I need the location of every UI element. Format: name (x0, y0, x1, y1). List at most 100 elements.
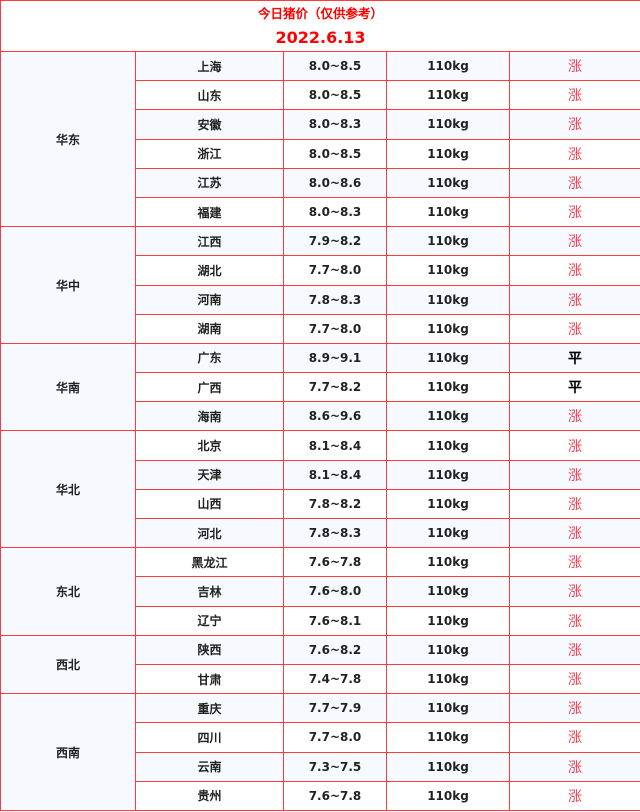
trend-cell: 涨 (509, 284, 640, 315)
price-cell: 8.0~8.5 (283, 50, 387, 82)
province-cell: 云南 (135, 751, 284, 782)
weight-cell: 110kg (386, 226, 510, 257)
trend-cell: 涨 (509, 693, 640, 724)
table-row: 华东 上海 8.0~8.5 110kg 涨 (0, 50, 640, 228)
trend-label: 涨 (568, 234, 582, 251)
region-cell: 华北 (0, 430, 136, 549)
region-cell: 西北 (0, 634, 136, 695)
table-row: 东北 黑龙江 7.6~7.8 110kg 涨 (0, 547, 640, 636)
province-cell: 贵州 (135, 780, 284, 811)
trend-label: 涨 (568, 321, 582, 338)
trend-cell: 涨 (509, 196, 640, 228)
province-cell: 福建 (135, 196, 284, 228)
trend-cell: 涨 (509, 255, 640, 286)
weight-cell: 110kg (386, 693, 510, 724)
trend-label: 涨 (568, 88, 582, 105)
trend-label: 涨 (568, 292, 582, 309)
price-cell: 8.0~8.5 (283, 138, 387, 169)
province-cell: 吉林 (135, 576, 284, 607)
trend-label: 涨 (568, 526, 582, 543)
price-cell: 7.6~8.2 (283, 634, 387, 665)
weight-cell: 110kg (386, 401, 510, 432)
weight-cell: 110kg (386, 576, 510, 607)
region-cell: 华东 (0, 50, 136, 228)
weight-cell: 110kg (386, 663, 510, 695)
trend-label: 涨 (568, 205, 582, 222)
province-cell: 天津 (135, 459, 284, 490)
region-cell: 华南 (0, 342, 136, 432)
table-row: 华中 江西 7.9~8.2 110kg 涨 (0, 226, 640, 344)
weight-cell: 110kg (386, 780, 510, 811)
weight-cell: 110kg (386, 255, 510, 286)
trend-cell: 涨 (509, 80, 640, 111)
table-row: 浙江 8.0~8.5 110kg 涨 (1, 138, 640, 169)
trend-cell: 涨 (509, 109, 640, 140)
province-cell: 湖南 (135, 313, 284, 344)
trend-cell: 涨 (509, 517, 640, 549)
province-cell: 辽宁 (135, 605, 284, 636)
weight-cell: 110kg (386, 109, 510, 140)
region-cell: 东北 (0, 547, 136, 636)
weight-cell: 110kg (386, 722, 510, 753)
province-cell: 重庆 (135, 693, 284, 724)
weight-cell: 110kg (386, 634, 510, 665)
trend-cell: 涨 (509, 547, 640, 578)
trend-label: 涨 (568, 175, 582, 192)
table-row: 福建 8.0~8.3 110kg 涨 (1, 196, 640, 228)
trend-label: 涨 (568, 59, 582, 76)
price-cell: 7.7~8.0 (283, 255, 387, 286)
weight-cell: 110kg (386, 313, 510, 344)
trend-label: 涨 (568, 117, 582, 134)
table-row: 辽宁 7.6~8.1 110kg 涨 (1, 605, 640, 636)
trend-label: 涨 (568, 496, 582, 513)
trend-label: 涨 (568, 672, 582, 689)
weight-cell: 110kg (386, 605, 510, 636)
table-row: 吉林 7.6~8.0 110kg 涨 (1, 576, 640, 607)
weight-cell: 110kg (386, 547, 510, 578)
province-cell: 海南 (135, 401, 284, 432)
trend-cell: 涨 (509, 751, 640, 782)
weight-cell: 110kg (386, 488, 510, 520)
price-cell: 7.7~8.0 (283, 313, 387, 344)
trend-cell: 平 (509, 342, 640, 374)
table-row: 安徽 8.0~8.3 110kg 涨 (1, 109, 640, 140)
table-row: 华南 广东 8.9~9.1 110kg 平 (0, 342, 640, 432)
trend-cell: 涨 (509, 488, 640, 520)
table-date: 2022.6.13 (0, 24, 640, 52)
province-cell: 北京 (135, 430, 284, 461)
price-cell: 7.6~8.0 (283, 576, 387, 607)
province-cell: 广东 (135, 342, 284, 374)
price-cell: 7.7~8.2 (283, 372, 387, 403)
price-cell: 8.9~9.1 (283, 342, 387, 374)
province-cell: 浙江 (135, 138, 284, 169)
price-cell: 8.6~9.6 (283, 401, 387, 432)
province-cell: 河北 (135, 517, 284, 549)
table-row: 华北 北京 8.1~8.4 110kg 涨 (0, 430, 640, 549)
weight-cell: 110kg (386, 342, 510, 374)
table-title: 今日猪价（仅供参考） (0, 0, 640, 24)
price-cell: 7.7~8.0 (283, 722, 387, 753)
trend-label: 涨 (568, 438, 582, 455)
table-row: 贵州 7.6~7.8 110kg 涨 (1, 780, 640, 811)
province-cell: 山西 (135, 488, 284, 520)
trend-cell: 涨 (509, 138, 640, 169)
weight-cell: 110kg (386, 196, 510, 228)
province-cell: 四川 (135, 722, 284, 753)
trend-cell: 涨 (509, 50, 640, 82)
province-cell: 安徽 (135, 109, 284, 140)
trend-label: 涨 (568, 584, 582, 601)
price-cell: 7.3~7.5 (283, 751, 387, 782)
trend-cell: 涨 (509, 401, 640, 432)
weight-cell: 110kg (386, 80, 510, 111)
province-cell: 黑龙江 (135, 547, 284, 578)
trend-cell: 涨 (509, 722, 640, 753)
province-cell: 河南 (135, 284, 284, 315)
price-cell: 8.0~8.5 (283, 80, 387, 111)
trend-label: 涨 (568, 759, 582, 776)
trend-label: 涨 (568, 409, 582, 426)
trend-label: 涨 (568, 146, 582, 163)
trend-label: 涨 (568, 701, 582, 718)
trend-cell: 涨 (509, 663, 640, 695)
province-cell: 陕西 (135, 634, 284, 665)
weight-cell: 110kg (386, 284, 510, 315)
